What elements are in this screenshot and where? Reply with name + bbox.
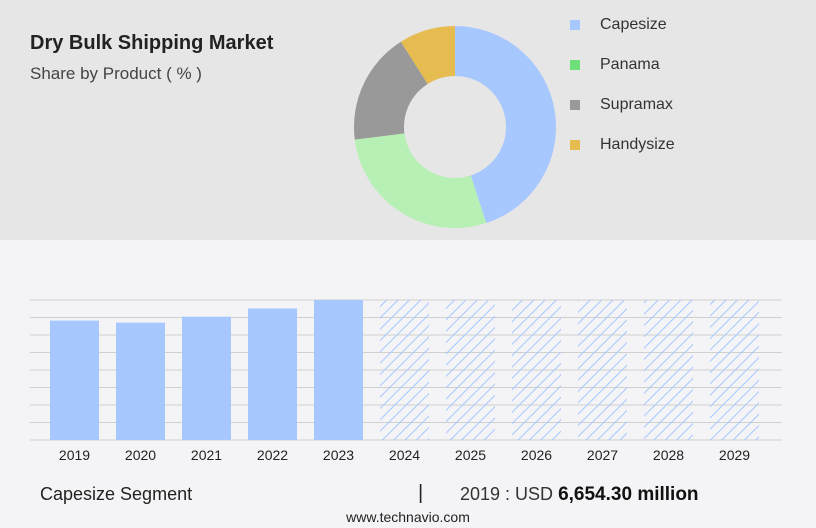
segment-value: 2019 : USD 6,654.30 million (460, 484, 699, 506)
bar-forecast-2027 (578, 300, 627, 440)
segment-value-amount: 6,654.30 million (558, 484, 699, 505)
bar-2020 (116, 322, 165, 440)
legend-swatch-supramax (570, 100, 580, 110)
chart-title: Dry Bulk Shipping Market (30, 32, 274, 54)
x-tick-label-2021: 2021 (191, 447, 222, 463)
legend-swatch-handysize (570, 140, 580, 150)
legend-item-handysize: Handysize (570, 134, 770, 156)
bar-2022 (248, 308, 297, 440)
bar-forecast-2025 (446, 300, 495, 440)
legend-label-capesize: Capesize (600, 16, 667, 33)
bar-forecast-2029 (710, 300, 759, 440)
x-tick-label-2027: 2027 (587, 447, 618, 463)
x-tick-label-2025: 2025 (455, 447, 486, 463)
donut-slice-handysize (400, 25, 455, 84)
segment-value-prefix: 2019 : USD (460, 484, 554, 504)
footer-separator: | (418, 482, 424, 504)
x-tick-label-2026: 2026 (521, 447, 552, 463)
legend-item-panama: Panama (570, 54, 770, 76)
legend-label-supramax: Supramax (600, 96, 673, 113)
legend-item-capesize: Capesize (570, 14, 770, 36)
bar-chart: 2019 2020 2021 2022 2023 2024 2025 2026 2027 2028… (30, 299, 782, 463)
bar-forecast-2028 (644, 300, 693, 440)
bar-forecast-2026 (512, 300, 561, 440)
x-tick-label-2024: 2024 (389, 447, 420, 463)
x-tick-label-2028: 2028 (653, 447, 684, 463)
x-tick-label-2023: 2023 (323, 447, 354, 463)
legend-label-panama: Panama (600, 56, 660, 73)
segment-label: Capesize Segment (40, 484, 193, 504)
bar-2023 (314, 300, 363, 440)
bar-2019 (50, 320, 99, 440)
legend-swatch-capesize (570, 20, 580, 30)
x-tick-label-2020: 2020 (125, 447, 156, 463)
donut-slice-capesize (455, 26, 556, 224)
donut-slice-panama (354, 133, 487, 228)
x-tick-label-2029: 2029 (719, 447, 750, 463)
legend-swatch-panama (570, 60, 580, 70)
source-link[interactable]: www.technavio.com (346, 509, 470, 525)
x-tick-label-2019: 2019 (59, 447, 90, 463)
bar-forecast-2024 (380, 300, 429, 440)
x-tick-label-2022: 2022 (257, 447, 288, 463)
donut-chart (354, 25, 556, 228)
bar-2021 (182, 316, 231, 440)
chart-subtitle: Share by Product ( % ) (30, 64, 202, 83)
legend-item-supramax: Supramax (570, 94, 770, 116)
donut-slice-supramax (354, 41, 428, 140)
legend-label-handysize: Handysize (600, 136, 675, 153)
